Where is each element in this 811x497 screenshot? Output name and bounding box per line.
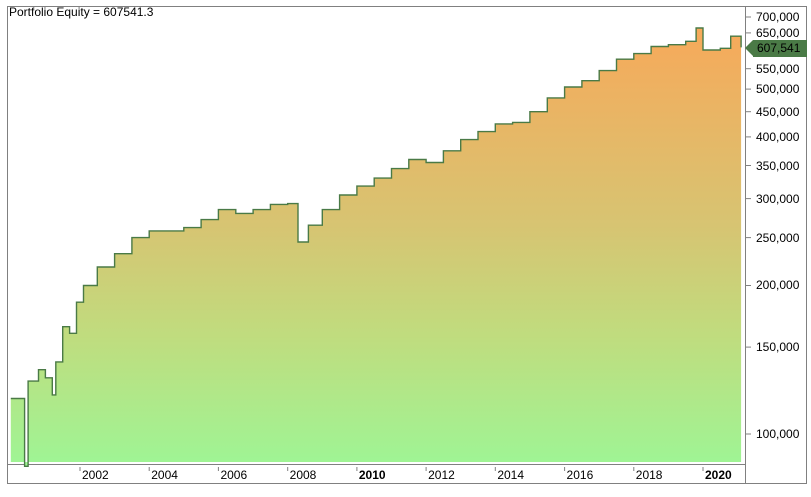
y-tick-label: 450,000: [756, 104, 800, 119]
y-tick-label: 350,000: [756, 158, 800, 173]
x-tick-label: 2016: [566, 468, 594, 482]
x-tick-label: 2004: [151, 468, 178, 482]
y-tick-label: 650,000: [756, 25, 800, 40]
x-tick-label: 2008: [289, 468, 317, 482]
equity-area: [10, 27, 742, 467]
x-tick-label: 2010: [358, 468, 386, 482]
x-tick-label: 2006: [220, 468, 248, 482]
y-tick-label: 550,000: [756, 61, 800, 76]
equity-fill: [10, 28, 742, 467]
equity-line: [10, 27, 742, 467]
y-tick-label: 200,000: [756, 278, 800, 293]
last-value-marker: 607,541: [753, 40, 807, 57]
y-tick-label: 150,000: [756, 340, 800, 355]
x-tick-label: 2020: [705, 468, 732, 482]
x-axis-ticks: [79, 467, 704, 471]
last-value-marker-arrow: [745, 40, 753, 56]
x-tick-label: 2018: [635, 468, 663, 482]
y-tick-label: 100,000: [756, 427, 800, 441]
y-tick-label: 400,000: [756, 129, 800, 144]
y-tick-label: 300,000: [756, 191, 800, 206]
x-tick-label: 2012: [428, 468, 455, 482]
y-tick-label: 250,000: [756, 230, 800, 245]
y-axis-ticks: [746, 16, 751, 435]
y-tick-label: 700,000: [756, 10, 800, 24]
y-tick-label: 500,000: [756, 82, 800, 97]
x-tick-label: 2002: [82, 468, 109, 482]
chart-title: Portfolio Equity = 607541.3: [9, 5, 154, 19]
x-tick-label: 2014: [497, 468, 525, 482]
